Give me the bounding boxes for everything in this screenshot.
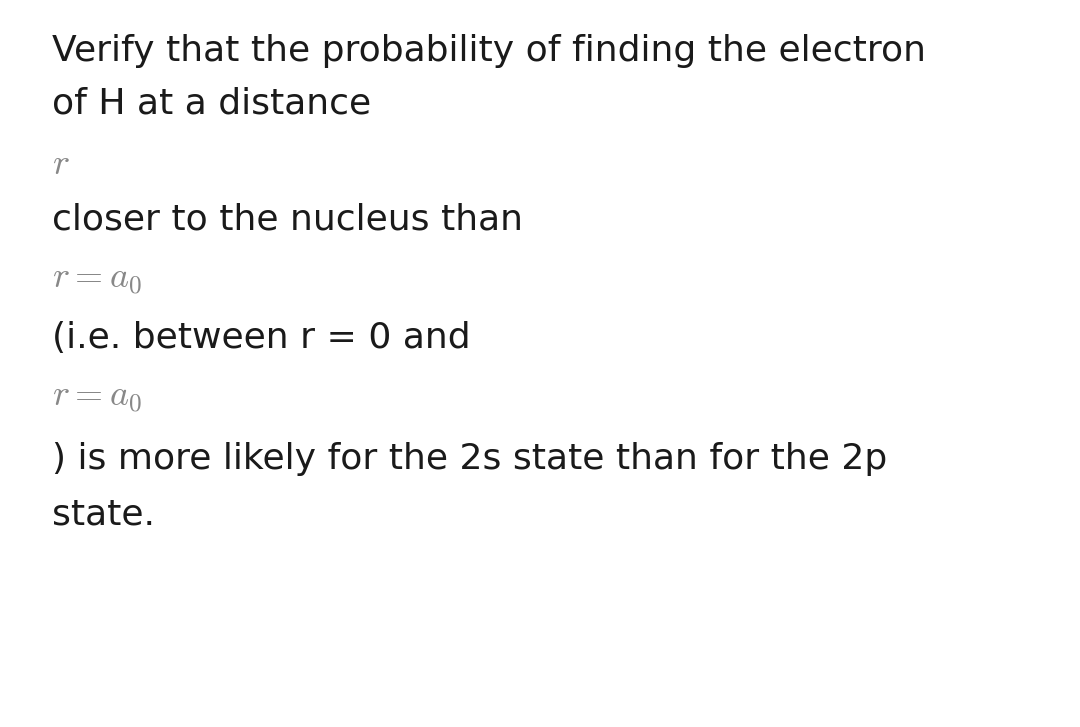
- Text: ) is more likely for the 2s state than for the 2p: ) is more likely for the 2s state than f…: [52, 443, 887, 476]
- Text: $r = a_0$: $r = a_0$: [52, 263, 141, 297]
- Text: of H at a distance: of H at a distance: [52, 87, 370, 120]
- Text: $r$: $r$: [52, 147, 69, 180]
- Text: Verify that the probability of finding the electron: Verify that the probability of finding t…: [52, 34, 926, 68]
- Text: $r = a_0$: $r = a_0$: [52, 382, 141, 415]
- Text: state.: state.: [52, 498, 154, 531]
- Text: (i.e. between r = 0 and: (i.e. between r = 0 and: [52, 321, 471, 355]
- Text: closer to the nucleus than: closer to the nucleus than: [52, 203, 523, 236]
